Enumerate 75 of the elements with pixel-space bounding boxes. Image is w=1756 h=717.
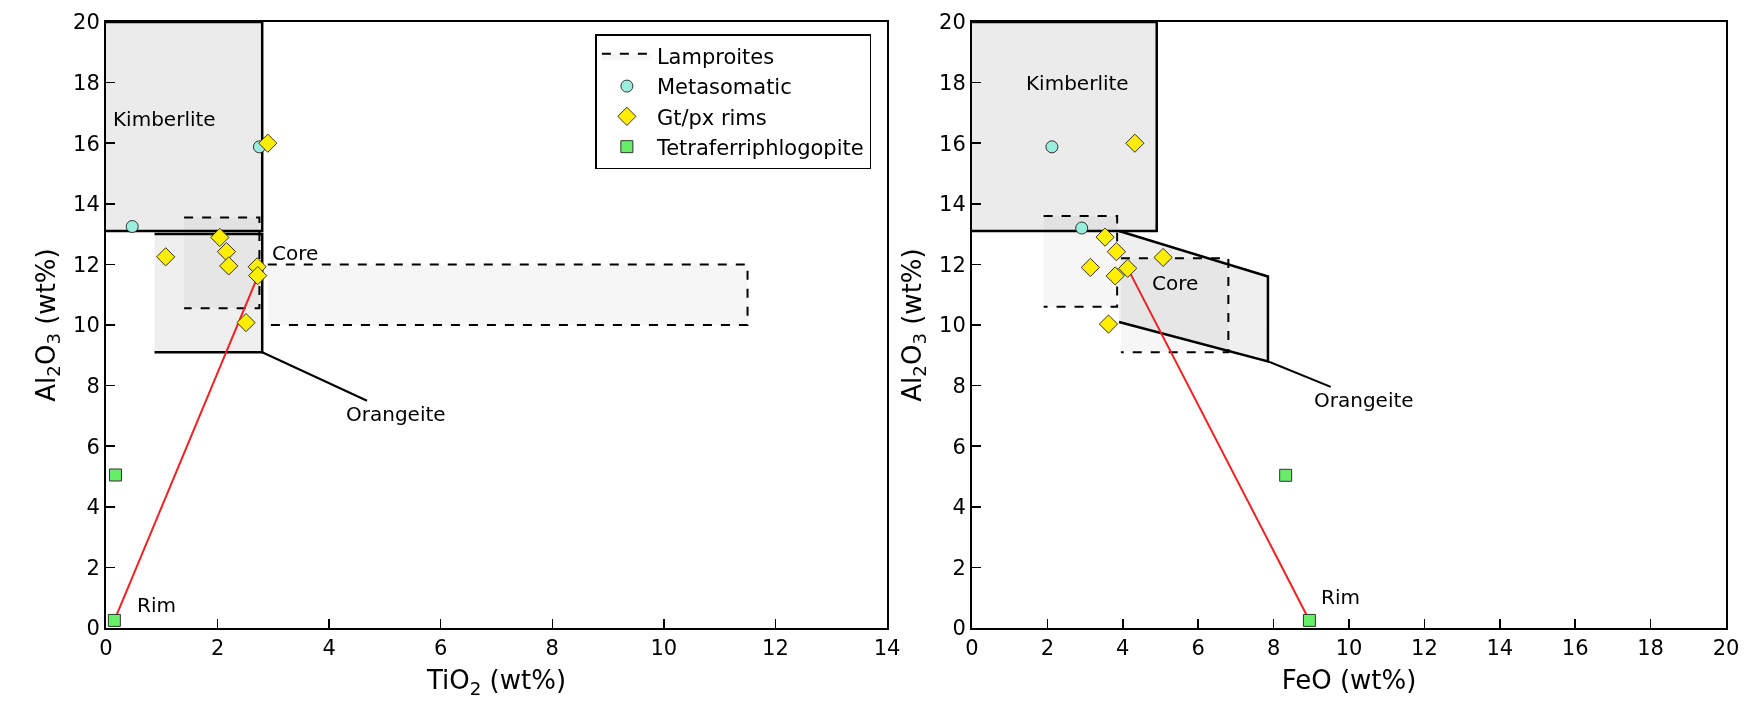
point — [1118, 258, 1138, 278]
point — [156, 247, 176, 267]
legend-label: Gt/px rims — [656, 105, 767, 130]
y-tick-label: 8 — [952, 373, 966, 398]
x-axis-title: TiO$_{2}$ (wt%) — [425, 665, 567, 699]
point — [1125, 133, 1145, 153]
y-tick-label: 10 — [939, 313, 966, 338]
y-tick-label: 20 — [939, 10, 966, 35]
y-tick-label: 2 — [86, 555, 100, 580]
x-tick-label: 6 — [1191, 636, 1205, 661]
y-tick-label: 12 — [73, 252, 100, 277]
y-tick-label: 18 — [939, 70, 966, 95]
y-tick-label: 0 — [952, 616, 966, 641]
annotation: Core — [272, 241, 319, 265]
annotation: Rim — [1321, 585, 1360, 609]
x-tick-label: 4 — [1116, 636, 1130, 661]
point — [107, 613, 121, 627]
point — [236, 312, 256, 333]
point — [216, 242, 237, 262]
point — [1105, 266, 1125, 286]
point — [210, 227, 230, 248]
annotation: Kimberlite — [1026, 71, 1129, 95]
point — [1279, 468, 1293, 482]
annotation: Kimberlite — [113, 107, 216, 131]
y-tick-label: 14 — [73, 192, 100, 217]
y-tick-label: 16 — [939, 131, 966, 156]
x-tick-label: 20 — [1712, 636, 1740, 661]
x-axis-title: FeO (wt%) — [1281, 665, 1417, 696]
y-tick-label: 12 — [939, 252, 966, 277]
point — [1045, 140, 1059, 154]
x-tick-label: 2 — [210, 636, 225, 661]
y-tick-label: 0 — [86, 616, 100, 641]
point — [108, 468, 122, 482]
x-tick-label: 6 — [434, 636, 448, 661]
legend-label: Lamproites — [656, 44, 775, 69]
x-tick-label: 14 — [873, 636, 901, 661]
point — [1302, 613, 1316, 627]
y-tick-label: 4 — [86, 495, 100, 520]
y-tick-label: 6 — [952, 434, 966, 459]
x-tick-label: 12 — [1411, 636, 1438, 661]
point — [1095, 227, 1115, 247]
x-tick-label: 18 — [1637, 636, 1664, 661]
x-tick-label: 2 — [1040, 636, 1055, 661]
x-tick-label: 14 — [1486, 636, 1514, 661]
y-tick-label: 14 — [939, 192, 966, 217]
point — [248, 266, 268, 286]
point — [1075, 221, 1089, 235]
annotation: Orangeite — [346, 402, 446, 426]
x-tick-label: 8 — [1266, 636, 1281, 661]
x-tick-label: 8 — [545, 636, 559, 661]
point — [1153, 247, 1173, 268]
y-tick-label: 20 — [73, 10, 100, 35]
point — [258, 133, 278, 153]
y-tick-label: 10 — [73, 313, 100, 338]
annotation: Core — [1152, 271, 1199, 295]
legend-label: Tetraferriphlogopite — [655, 135, 864, 160]
x-tick-label: 16 — [1561, 636, 1589, 661]
point — [1098, 314, 1119, 334]
y-tick-label: 4 — [952, 495, 966, 520]
y-tick-label: 6 — [86, 434, 100, 459]
y-tick-label: 2 — [952, 555, 966, 580]
x-tick-label: 12 — [762, 636, 789, 661]
annotation: Orangeite — [1314, 388, 1414, 412]
y-tick-label: 8 — [86, 373, 100, 398]
legend-label: Metasomatic — [656, 75, 792, 100]
point — [1106, 242, 1126, 262]
point — [125, 220, 139, 234]
x-tick-label: 4 — [322, 636, 336, 661]
annotation: Rim — [137, 593, 176, 617]
point — [1080, 257, 1100, 278]
y-tick-label: 18 — [73, 70, 100, 95]
point — [219, 256, 239, 276]
x-tick-label: 10 — [650, 636, 678, 661]
x-tick-label: 10 — [1335, 636, 1363, 661]
y-tick-label: 16 — [73, 131, 100, 156]
